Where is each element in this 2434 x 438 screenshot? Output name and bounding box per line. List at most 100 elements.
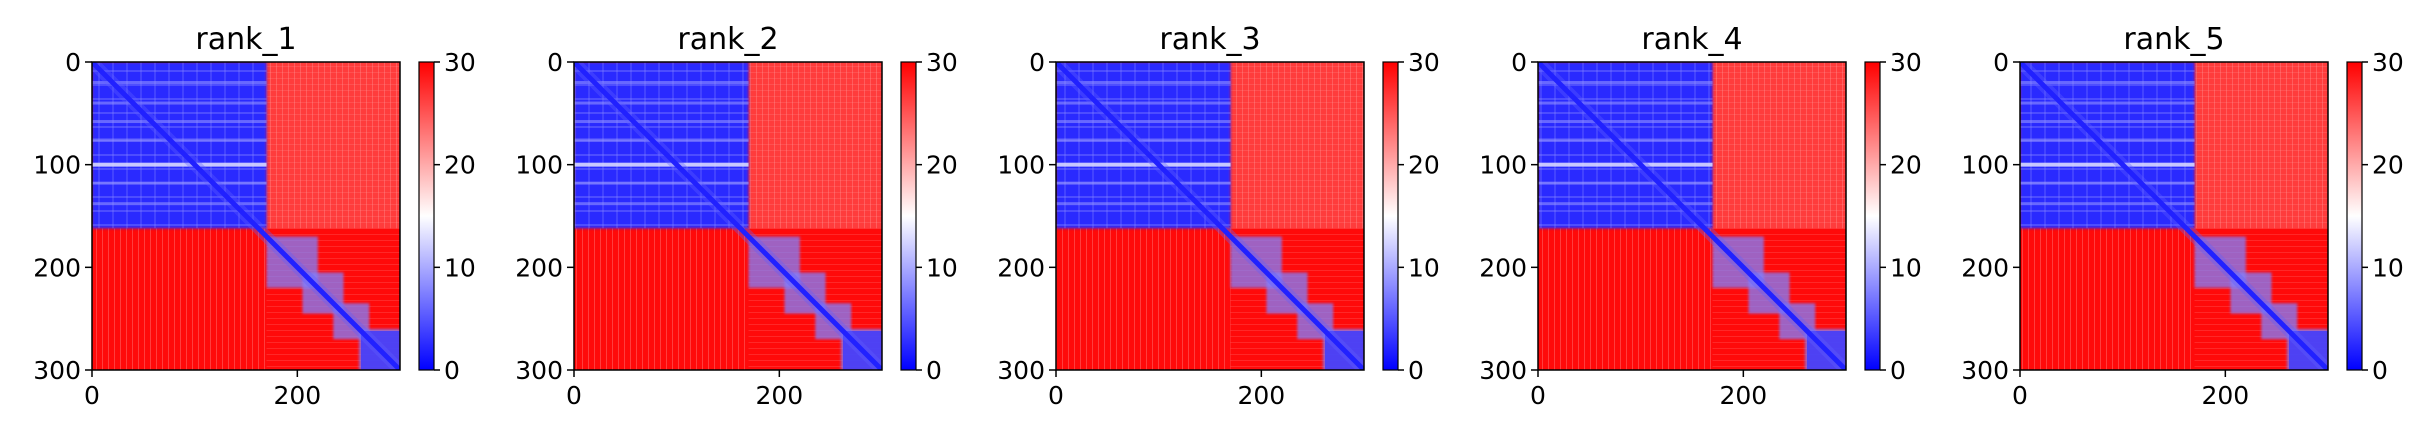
x-tick-label: 0 bbox=[84, 381, 100, 410]
heatmap-band-3 bbox=[2020, 138, 2195, 142]
y-tick-label: 300 bbox=[33, 356, 81, 385]
y-tick-label: 200 bbox=[33, 253, 81, 282]
axes-frame bbox=[2019, 61, 2329, 371]
heatmap-band-2 bbox=[1056, 120, 1231, 124]
heatmap-diagonal bbox=[2020, 62, 2328, 370]
x-tick-label: 200 bbox=[2201, 381, 2249, 410]
colorbar-tick-label: 30 bbox=[444, 48, 476, 77]
y-tick-label: 0 bbox=[65, 48, 81, 77]
heatmap-texture-ll bbox=[1538, 228, 1713, 370]
colorbar-tick-label: 10 bbox=[444, 253, 476, 282]
x-tick-label: 200 bbox=[755, 381, 803, 410]
heatmap-band-3 bbox=[1056, 138, 1231, 142]
y-tick-label: 200 bbox=[515, 253, 563, 282]
heatmap-band-white bbox=[1056, 162, 1231, 167]
colorbar-tick-label: 10 bbox=[1408, 253, 1440, 282]
heatmap-diagonal bbox=[1538, 62, 1846, 370]
heatmap-band-2 bbox=[1538, 120, 1713, 124]
colorbar-tick-label: 10 bbox=[1890, 253, 1922, 282]
heatmap-band-2 bbox=[2020, 120, 2195, 124]
colorbar-tick-label: 0 bbox=[2372, 356, 2388, 385]
colorbar-tick-label: 10 bbox=[2372, 253, 2404, 282]
colorbar bbox=[900, 61, 917, 371]
chart-title: rank_3 bbox=[1159, 22, 1260, 57]
chart-title: rank_2 bbox=[677, 22, 778, 57]
heatmap-band-5 bbox=[92, 181, 267, 185]
colorbar bbox=[2346, 61, 2363, 371]
chart-title: rank_4 bbox=[1641, 22, 1742, 57]
colorbar bbox=[1864, 61, 1881, 371]
heatmap-image bbox=[1538, 62, 1846, 370]
heatmap-diagonal-glow bbox=[1538, 62, 1846, 370]
heatmap-band-0 bbox=[574, 81, 749, 85]
colorbar-tick-label: 30 bbox=[926, 48, 958, 77]
heatmap-diagonal bbox=[574, 62, 882, 370]
heatmap-texture-h bbox=[1230, 62, 1364, 370]
colorbar-tick-label: 20 bbox=[2372, 151, 2404, 180]
heatmap-band-5 bbox=[574, 181, 749, 185]
y-tick-label: 300 bbox=[1961, 356, 2009, 385]
heatmap-image bbox=[2020, 62, 2328, 370]
heatmap-band-3 bbox=[1538, 138, 1713, 142]
y-tick-label: 100 bbox=[515, 151, 563, 180]
heatmap-band-5 bbox=[2020, 181, 2195, 185]
y-tick-label: 100 bbox=[1479, 151, 1527, 180]
heatmap-band-3 bbox=[574, 138, 749, 142]
heatmap-image bbox=[574, 62, 882, 370]
heatmap-band-1 bbox=[92, 101, 267, 105]
heatmap-texture-ll bbox=[574, 228, 749, 370]
x-tick-label: 200 bbox=[1237, 381, 1285, 410]
x-tick-label: 0 bbox=[566, 381, 582, 410]
heatmap-image bbox=[1056, 62, 1364, 370]
y-tick-label: 300 bbox=[997, 356, 1045, 385]
colorbar-tick-label: 0 bbox=[1408, 356, 1424, 385]
heatmap-band-1 bbox=[1538, 101, 1713, 105]
colorbar bbox=[1382, 61, 1399, 371]
heatmap-diagonal bbox=[1056, 62, 1364, 370]
colorbar-tick-label: 0 bbox=[926, 356, 942, 385]
colorbar-tick-label: 20 bbox=[1890, 151, 1922, 180]
y-tick-label: 0 bbox=[1511, 48, 1527, 77]
heatmap-texture-ll bbox=[2020, 228, 2195, 370]
colorbar-tick-label: 30 bbox=[1408, 48, 1440, 77]
y-tick-label: 0 bbox=[1993, 48, 2009, 77]
heatmap-band-white bbox=[92, 162, 267, 167]
chart-title: rank_5 bbox=[2123, 22, 2224, 57]
axes-frame bbox=[573, 61, 883, 371]
heatmap-diagonal-glow bbox=[1056, 62, 1364, 370]
y-tick-label: 200 bbox=[1961, 253, 2009, 282]
heatmap-band-5 bbox=[1056, 181, 1231, 185]
x-tick-label: 0 bbox=[1048, 381, 1064, 410]
colorbar-tick-label: 0 bbox=[1890, 356, 1906, 385]
heatmap-band-0 bbox=[1538, 81, 1713, 85]
y-tick-label: 300 bbox=[1479, 356, 1527, 385]
heatmap-band-6 bbox=[2020, 202, 2195, 206]
y-tick-label: 100 bbox=[33, 151, 81, 180]
heatmap-band-1 bbox=[574, 101, 749, 105]
x-tick-label: 0 bbox=[1530, 381, 1546, 410]
heatmap-diagonal-glow bbox=[574, 62, 882, 370]
y-tick-label: 100 bbox=[997, 151, 1045, 180]
heatmap-diagonal-glow bbox=[2020, 62, 2328, 370]
colorbar-tick-label: 20 bbox=[1408, 151, 1440, 180]
heatmap-image bbox=[92, 62, 400, 370]
axes-frame bbox=[1537, 61, 1847, 371]
y-tick-label: 100 bbox=[1961, 151, 2009, 180]
heatmap-band-white bbox=[1538, 162, 1713, 167]
x-tick-label: 200 bbox=[273, 381, 321, 410]
heatmap-band-3 bbox=[92, 138, 267, 142]
heatmap-texture-ll bbox=[92, 228, 267, 370]
y-tick-label: 0 bbox=[1029, 48, 1045, 77]
colorbar-tick-label: 30 bbox=[1890, 48, 1922, 77]
heatmap-band-0 bbox=[1056, 81, 1231, 85]
heatmap-band-1 bbox=[1056, 101, 1231, 105]
heatmap-diagonal bbox=[92, 62, 400, 370]
heatmap-band-6 bbox=[1538, 202, 1713, 206]
axes-frame bbox=[91, 61, 401, 371]
heatmap-band-5 bbox=[1538, 181, 1713, 185]
